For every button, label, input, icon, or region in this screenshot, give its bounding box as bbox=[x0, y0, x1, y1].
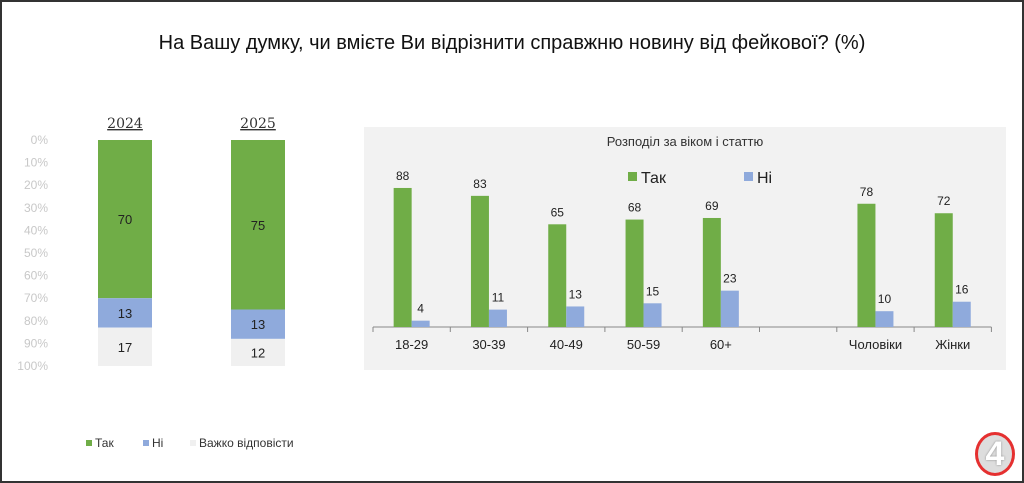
bar-no bbox=[643, 303, 662, 327]
y-tick-label: 20% bbox=[24, 178, 48, 192]
data-label: 72 bbox=[937, 194, 951, 208]
y-tick-label: 90% bbox=[24, 336, 48, 350]
data-label: 88 bbox=[396, 169, 410, 183]
bar-segment-2 bbox=[231, 338, 285, 366]
data-label: 17 bbox=[118, 340, 132, 355]
data-label: 12 bbox=[251, 345, 265, 360]
data-label: 4 bbox=[417, 302, 424, 316]
data-label: 69 bbox=[705, 199, 719, 213]
bar-segment-0 bbox=[231, 140, 285, 310]
y-tick-label: 80% bbox=[24, 314, 48, 328]
category-label: 40-49 bbox=[550, 337, 583, 352]
bar-segment-1 bbox=[231, 309, 285, 339]
legend-swatch bbox=[190, 440, 196, 446]
legend-swatch bbox=[86, 440, 92, 446]
bar-no bbox=[566, 306, 585, 327]
data-label: 15 bbox=[646, 284, 660, 298]
category-label: 30-39 bbox=[472, 337, 505, 352]
category-label: 2025 bbox=[240, 116, 276, 132]
bar-yes bbox=[934, 213, 953, 327]
category-label: Жінки bbox=[935, 337, 970, 352]
data-label: 10 bbox=[878, 292, 892, 306]
category-label: Чоловіки bbox=[849, 337, 902, 352]
bar-segment-0 bbox=[98, 140, 152, 299]
bar-yes bbox=[857, 203, 876, 327]
bar-no bbox=[411, 320, 430, 327]
y-tick-label: 10% bbox=[24, 156, 48, 170]
y-tick-label: 70% bbox=[24, 291, 48, 305]
y-tick-label: 40% bbox=[24, 223, 48, 237]
bar-yes bbox=[393, 187, 412, 327]
bar-no bbox=[952, 301, 971, 327]
data-label: 70 bbox=[118, 212, 132, 227]
y-tick-label: 0% bbox=[31, 133, 49, 147]
data-label: 11 bbox=[492, 291, 505, 305]
category-label: 2024 bbox=[107, 116, 143, 132]
y-tick-label: 30% bbox=[24, 201, 48, 215]
chart-title: Розподіл за віком і статтю bbox=[607, 134, 764, 149]
bar-segment-2 bbox=[98, 327, 152, 366]
data-label: 13 bbox=[251, 317, 265, 332]
legend-label: Ні bbox=[152, 436, 163, 450]
data-label: 23 bbox=[723, 272, 737, 286]
legend-swatch bbox=[628, 172, 637, 181]
channel-4-logo: 4 bbox=[975, 432, 1015, 476]
data-label: 13 bbox=[118, 306, 132, 321]
page-title: На Вашу думку, чи вмієте Ви відрізнити с… bbox=[158, 32, 866, 54]
data-label: 13 bbox=[569, 287, 583, 301]
legend-label: Важко відповісти bbox=[199, 436, 294, 450]
category-label: 60+ bbox=[710, 337, 732, 352]
bar-segment-1 bbox=[98, 298, 152, 328]
legend-swatch bbox=[143, 440, 149, 446]
data-label: 68 bbox=[628, 201, 642, 215]
category-label: 18-29 bbox=[395, 337, 428, 352]
data-label: 75 bbox=[251, 218, 265, 233]
data-label: 83 bbox=[473, 177, 487, 191]
data-label: 65 bbox=[551, 205, 565, 219]
category-label: 50-59 bbox=[627, 337, 660, 352]
bar-yes bbox=[625, 219, 644, 327]
data-label: 16 bbox=[955, 283, 969, 297]
bar-no bbox=[488, 309, 507, 327]
data-label: 78 bbox=[860, 185, 874, 199]
y-tick-label: 100% bbox=[17, 359, 48, 373]
bar-no bbox=[720, 290, 739, 327]
legend-label: Так bbox=[641, 170, 667, 187]
legend-label: Ні bbox=[757, 170, 772, 187]
legend-label: Так bbox=[95, 436, 114, 450]
legend-swatch bbox=[744, 172, 753, 181]
y-tick-label: 50% bbox=[24, 246, 48, 260]
bar-no bbox=[875, 311, 894, 327]
bar-yes bbox=[470, 195, 489, 327]
y-tick-label: 60% bbox=[24, 269, 48, 283]
bar-yes bbox=[702, 217, 721, 327]
chart-panel bbox=[364, 127, 1006, 370]
bar-yes bbox=[548, 224, 567, 327]
